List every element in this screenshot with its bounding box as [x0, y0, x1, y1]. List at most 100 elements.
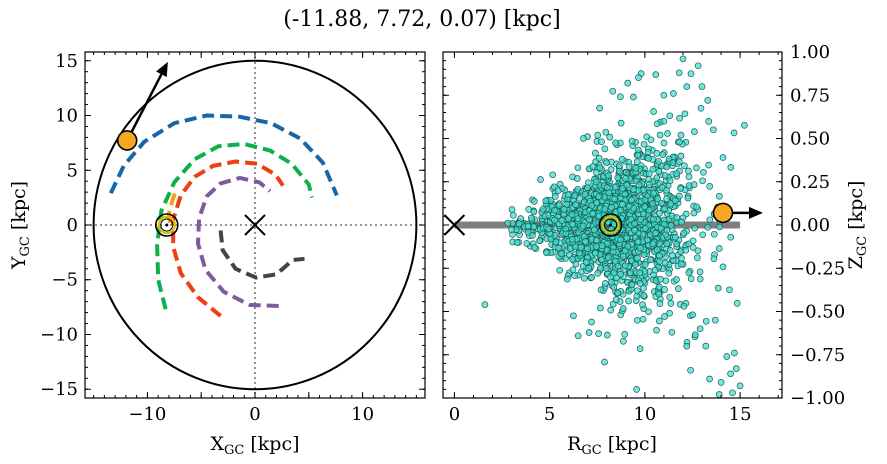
- star-point: [698, 83, 706, 90]
- x-tick-label: 5: [544, 404, 555, 425]
- star-point: [536, 237, 543, 244]
- star-point: [570, 312, 577, 320]
- star-point: [632, 261, 639, 269]
- sun-marker-left-ring: [157, 215, 176, 235]
- star-point: [609, 87, 617, 95]
- star-point: [504, 219, 512, 227]
- star-point: [596, 164, 604, 172]
- star-point: [579, 222, 587, 230]
- star-point: [640, 292, 648, 299]
- star-point: [668, 328, 676, 336]
- star-point: [641, 261, 649, 268]
- star-point: [555, 244, 562, 252]
- star-point: [655, 168, 663, 175]
- left-ylabel-main: Y: [8, 256, 30, 270]
- star-point: [628, 281, 636, 289]
- star-point: [647, 136, 655, 144]
- star-point: [716, 192, 723, 200]
- star-point: [687, 70, 695, 78]
- star-point: [617, 270, 624, 278]
- right-ylabel-main: Z: [845, 256, 867, 269]
- spiral-arm-1: [155, 142, 314, 310]
- star-point: [588, 318, 595, 326]
- star-point: [673, 240, 680, 248]
- right-xlabel-sub: GC: [581, 443, 601, 458]
- star-point: [530, 223, 538, 231]
- star-point: [663, 195, 671, 203]
- y-tick-label: 0.75: [790, 85, 830, 106]
- star-point: [564, 191, 572, 199]
- star-point: [685, 269, 693, 277]
- star-point: [524, 228, 532, 236]
- sun-marker-left-inner: [160, 218, 174, 232]
- y-tick-label: −0.50: [790, 302, 845, 323]
- star-point: [609, 248, 617, 256]
- star-point: [691, 224, 699, 232]
- star-point: [576, 249, 583, 257]
- star-point: [666, 112, 674, 120]
- star-point: [685, 182, 693, 189]
- sun-marker-right-ring: [601, 215, 620, 235]
- star-point: [636, 269, 644, 277]
- star-point: [657, 275, 664, 283]
- star-point: [551, 216, 558, 224]
- right-xlabel-tail: [kpc]: [602, 433, 657, 455]
- star-point: [705, 161, 712, 169]
- star-point: [589, 163, 597, 170]
- star-point: [569, 221, 577, 228]
- star-point: [731, 349, 738, 357]
- star-point: [569, 266, 577, 274]
- star-point: [727, 233, 735, 241]
- star-point: [508, 226, 516, 234]
- y-tick-label: 0.25: [790, 172, 830, 193]
- star-point: [653, 150, 661, 157]
- star-point: [693, 254, 701, 262]
- star-point: [669, 159, 677, 166]
- star-point: [706, 375, 713, 383]
- star-point: [603, 331, 611, 339]
- star-point: [654, 195, 662, 203]
- object-marker-left: [116, 130, 138, 151]
- star-point: [604, 240, 611, 247]
- star-point: [604, 254, 612, 261]
- star-point: [558, 250, 565, 258]
- star-point: [687, 366, 694, 374]
- star-point: [543, 249, 550, 257]
- star-point: [666, 293, 674, 301]
- right-ylabel: ZGC [kpc]: [845, 181, 870, 270]
- star-point: [700, 168, 707, 176]
- star-point: [633, 386, 640, 393]
- star-point: [612, 296, 620, 303]
- star-point: [583, 258, 590, 266]
- star-point: [678, 254, 685, 262]
- star-point: [616, 162, 623, 170]
- left-axes-frame: [84, 51, 426, 399]
- star-point: [660, 117, 668, 125]
- star-point: [658, 199, 665, 207]
- y-tick-label: 0.50: [790, 129, 830, 150]
- star-point: [655, 157, 662, 165]
- star-point: [608, 203, 615, 211]
- star-point: [515, 220, 523, 228]
- star-point: [555, 201, 563, 209]
- y-tick-label: 5: [67, 160, 78, 181]
- star-point: [641, 203, 649, 210]
- star-point: [670, 90, 677, 97]
- velocity-arrow-left-head: [156, 61, 168, 78]
- spiral-arm-0: [108, 113, 339, 197]
- star-point: [481, 301, 489, 308]
- star-point: [621, 331, 629, 338]
- star-point: [602, 265, 610, 272]
- star-point: [606, 133, 614, 141]
- star-point: [653, 120, 661, 128]
- star-point: [601, 358, 608, 366]
- star-point: [645, 206, 653, 214]
- star-point: [585, 329, 593, 336]
- right-xlabel: RGC [kpc]: [567, 433, 657, 458]
- star-point: [636, 244, 644, 252]
- star-point: [660, 139, 668, 147]
- star-point: [628, 196, 636, 204]
- star-point: [667, 222, 675, 229]
- star-point: [558, 217, 566, 224]
